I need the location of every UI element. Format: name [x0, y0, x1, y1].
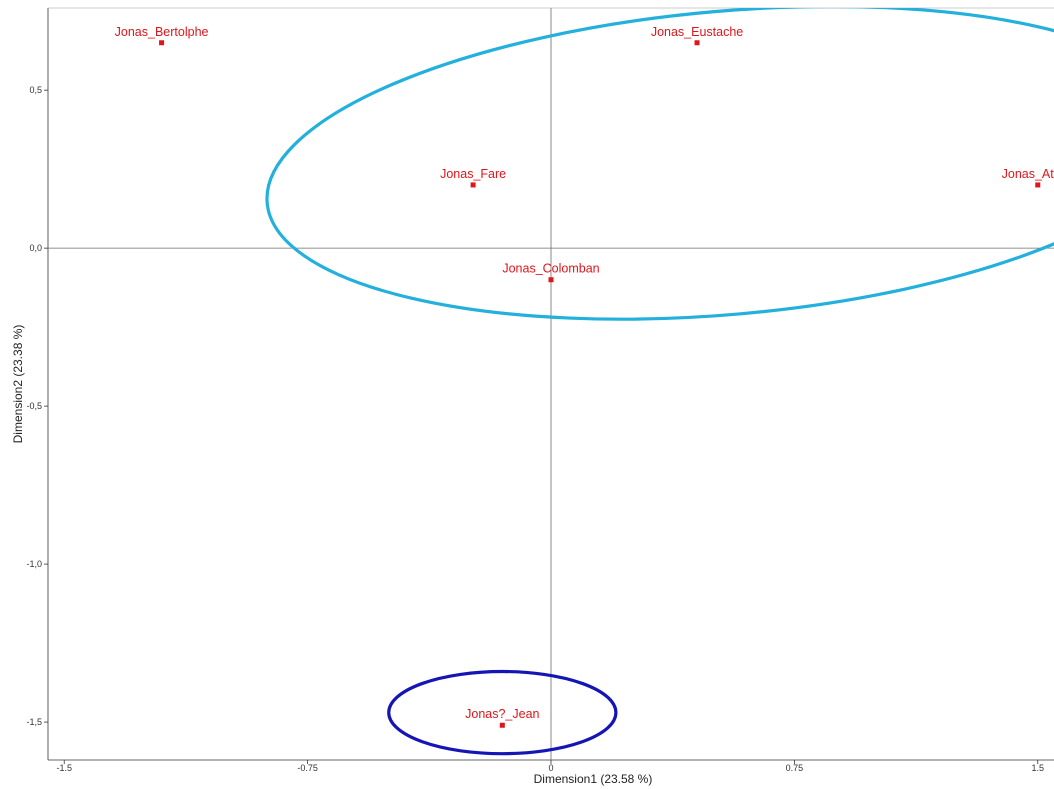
point-label: Jonas_Fare [440, 167, 506, 181]
x-tick-label: 0.75 [786, 763, 804, 773]
point-label: Jonas_Colomban [502, 262, 599, 276]
confidence-ellipses [265, 8, 1054, 756]
data-point [159, 40, 165, 46]
confidence-ellipse [265, 8, 1054, 321]
data-point [1035, 182, 1041, 188]
point-label: Jonas_Bertolphe [115, 25, 209, 39]
y-tick-label: -1,5 [26, 717, 42, 727]
y-axis-title: Dimension2 (23.38 %) [11, 325, 25, 444]
point-label: Jonas_Attala [1002, 167, 1054, 181]
point-labels: Jonas_Bertolphe Jonas_Eustache Jonas_Fare J… [115, 25, 1054, 721]
x-axis-ticks: -1.5 -0.75 0 0.75 1.5 [56, 760, 1044, 773]
x-axis-title: Dimension1 (23.58 %) [534, 772, 653, 786]
reference-lines [48, 8, 1054, 760]
point-label: Jonas_Eustache [651, 25, 743, 39]
y-tick-label: 0,0 [29, 243, 42, 253]
confidence-ellipse [387, 669, 618, 756]
point-label: Jonas?_Jean [465, 707, 539, 721]
x-tick-label: -0.75 [297, 763, 318, 773]
data-point [470, 182, 476, 188]
x-tick-label: -1.5 [56, 763, 72, 773]
y-tick-label: -1,0 [26, 559, 42, 569]
data-point [548, 277, 554, 283]
data-point [694, 40, 700, 46]
y-tick-label: 0,5 [29, 85, 42, 95]
y-tick-label: -0,5 [26, 401, 42, 411]
x-tick-label: 1.5 [1032, 763, 1045, 773]
x-tick-label: 0 [548, 763, 553, 773]
data-point [499, 722, 505, 728]
data-points [159, 40, 1041, 728]
y-axis-ticks: 0,5 0,0 -0,5 -1,0 -1,5 [26, 85, 48, 727]
